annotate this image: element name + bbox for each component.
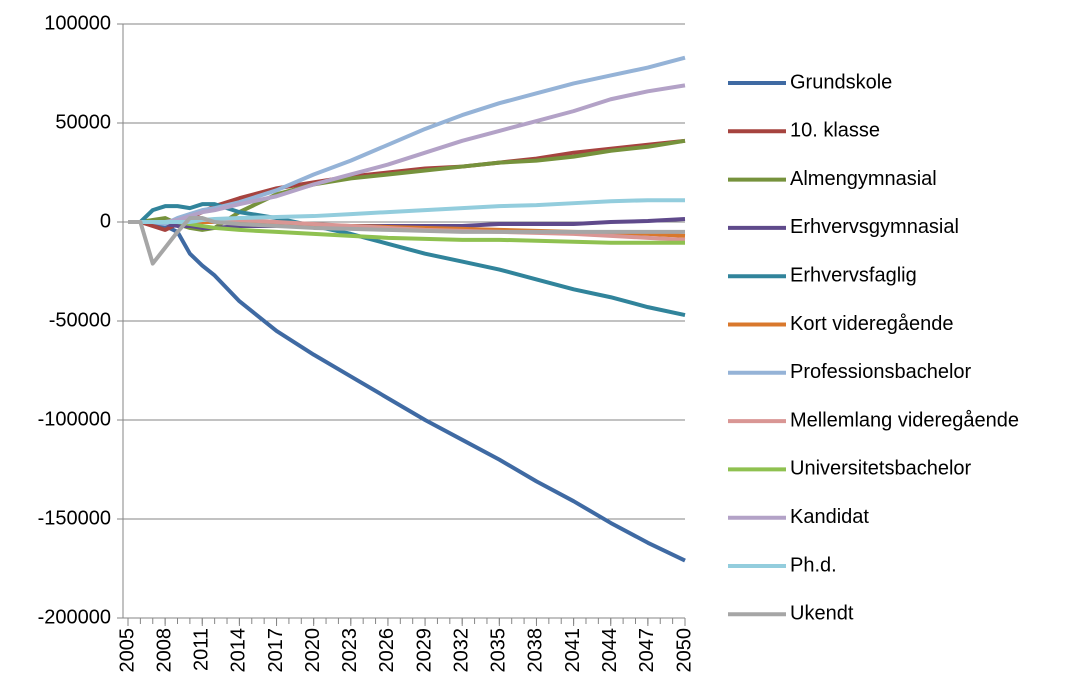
series-line [128,220,686,563]
x-tick-label: 2035 [488,628,510,673]
x-tick-label: 2047 [636,628,658,673]
legend-label: Ph.d. [790,554,837,576]
x-tick-label: 2014 [228,628,250,673]
y-tick-label: -100000 [38,408,111,430]
legend-label: Universitetsbachelor [790,458,972,480]
y-tick-label: -200000 [38,606,111,628]
x-tick-label: 2026 [376,628,398,673]
y-tick-label: -150000 [38,507,111,529]
x-tick-label: 2008 [153,628,175,673]
y-tick-label: 100000 [44,12,111,34]
x-tick-label: 2029 [413,628,435,673]
x-tick-label: 2041 [562,628,584,673]
legend-label: Ukendt [790,603,854,625]
legend-label: Kandidat [790,506,869,528]
legend-label: Erhvervsgymnasial [790,216,959,238]
y-tick-label: 50000 [55,111,111,133]
legend-label: Professionsbachelor [790,361,972,383]
legend-label: Mellemlang videregående [790,409,1019,431]
legend-label: Grundskole [790,71,892,93]
legend-label: Erhvervsfaglig [790,264,917,286]
x-tick-label: 2017 [265,628,287,673]
legend-label: Kort videregående [790,313,953,335]
x-tick-label: 2023 [339,628,361,673]
y-tick-label: 0 [100,210,111,232]
x-tick-label: 2011 [191,628,213,671]
y-tick-label: -50000 [49,309,111,331]
legend-label: Almengymnasial [790,168,937,190]
series-line [128,216,685,266]
x-tick-label: 2044 [599,628,621,673]
series-line [128,138,686,232]
series-line [128,55,686,226]
x-tick-label: 2005 [116,628,138,673]
legend-label: 10. klasse [790,120,880,142]
x-tick-label: 2038 [525,628,547,673]
series-line [128,198,685,224]
x-tick-label: 2020 [302,628,324,673]
x-tick-label: 2032 [450,628,472,673]
x-tick-label: 2050 [673,628,695,673]
